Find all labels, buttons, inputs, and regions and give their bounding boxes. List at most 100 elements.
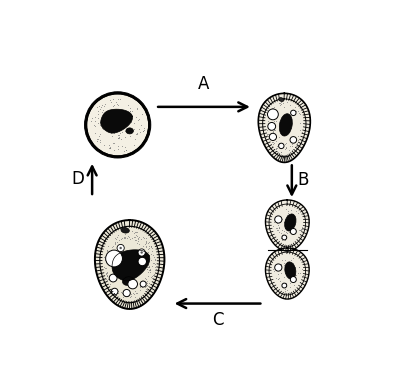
Point [108, 123, 115, 129]
Point [147, 243, 154, 249]
Point [134, 106, 140, 112]
Point [107, 122, 114, 129]
Point [269, 123, 276, 129]
Point [273, 109, 279, 115]
Point [126, 114, 132, 120]
Point [113, 234, 120, 240]
Point [139, 283, 146, 289]
Point [275, 227, 281, 233]
Ellipse shape [279, 98, 284, 101]
Point [277, 102, 284, 108]
Point [152, 257, 159, 263]
Point [131, 136, 138, 142]
Point [269, 142, 276, 149]
Point [104, 270, 111, 276]
Point [151, 271, 158, 278]
Point [267, 124, 274, 130]
Point [151, 254, 158, 260]
Point [141, 251, 148, 257]
Point [102, 116, 109, 122]
Point [139, 284, 145, 290]
Point [99, 125, 106, 131]
Point [127, 292, 134, 299]
Point [286, 143, 293, 149]
Point [105, 243, 112, 250]
Point [294, 140, 301, 147]
Point [112, 241, 118, 247]
Point [268, 125, 274, 131]
Point [115, 135, 122, 142]
Point [147, 274, 154, 280]
Circle shape [109, 274, 117, 282]
Point [275, 271, 282, 277]
Ellipse shape [285, 262, 296, 279]
Point [265, 131, 272, 138]
Point [284, 264, 291, 271]
Point [266, 131, 273, 138]
Point [110, 243, 117, 249]
Point [270, 266, 276, 272]
Point [114, 239, 121, 245]
Point [146, 245, 152, 251]
Point [143, 244, 150, 250]
Point [286, 227, 293, 234]
Point [142, 275, 149, 281]
Point [96, 138, 103, 145]
Point [118, 129, 125, 135]
Circle shape [290, 277, 297, 282]
Text: C: C [212, 311, 223, 329]
Point [271, 108, 278, 114]
Point [131, 291, 138, 297]
Point [297, 226, 304, 232]
Point [118, 236, 124, 243]
Point [286, 227, 293, 233]
Point [295, 137, 302, 144]
Point [119, 143, 126, 149]
Point [122, 128, 129, 135]
Point [262, 126, 269, 132]
Point [138, 283, 145, 289]
Point [283, 145, 289, 151]
Point [281, 288, 288, 294]
Point [273, 225, 280, 231]
Point [142, 249, 149, 255]
Point [142, 235, 149, 241]
Point [146, 253, 153, 259]
Point [299, 224, 306, 230]
Circle shape [111, 288, 118, 295]
Point [281, 285, 288, 292]
Point [102, 265, 109, 271]
Point [102, 252, 109, 259]
Ellipse shape [126, 128, 134, 134]
Circle shape [282, 283, 287, 288]
Point [276, 266, 283, 272]
Point [107, 145, 113, 151]
Point [122, 235, 129, 241]
Point [150, 260, 156, 266]
Point [133, 131, 139, 137]
Point [127, 108, 134, 114]
Point [293, 208, 300, 215]
Circle shape [291, 110, 296, 115]
Point [278, 257, 285, 264]
Point [144, 262, 151, 268]
Point [99, 109, 105, 115]
Point [115, 232, 121, 238]
Point [134, 229, 140, 236]
Point [265, 135, 272, 141]
Point [142, 279, 149, 285]
Point [281, 263, 288, 269]
Point [143, 266, 150, 272]
Point [270, 132, 277, 138]
Point [299, 128, 305, 135]
Point [139, 281, 146, 287]
Point [136, 241, 143, 247]
Point [147, 268, 153, 274]
Point [144, 266, 150, 272]
Point [125, 102, 132, 108]
Point [281, 141, 288, 147]
Point [116, 132, 122, 138]
Point [119, 291, 126, 297]
Point [281, 228, 288, 234]
Point [278, 230, 285, 237]
